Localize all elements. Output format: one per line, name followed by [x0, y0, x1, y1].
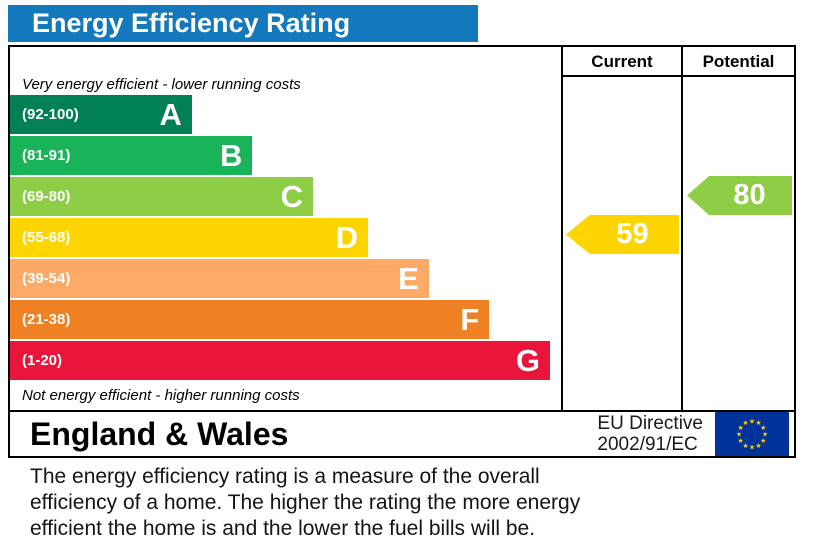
eu-flag-icon: ★ ★ ★ ★ ★ ★ ★ ★ ★ ★ ★ ★	[715, 412, 789, 456]
description-text: The energy efficiency rating is a measur…	[30, 464, 775, 542]
band-bar-b: (81-91) B	[10, 136, 253, 175]
band-letter: C	[280, 179, 304, 214]
band-bar-c: (69-80) C	[10, 177, 314, 216]
band-row-e: (39-54) E	[10, 259, 561, 298]
band-row-a: (92-100) A	[10, 95, 561, 134]
svg-text:★: ★	[736, 431, 742, 439]
rating-bands: (92-100) A (81-91) B (69-80) C	[10, 95, 561, 380]
band-bar-f: (21-38) F	[10, 300, 490, 339]
current-rating-value: 59	[616, 218, 649, 250]
potential-column-header: Potential	[683, 47, 794, 77]
eu-directive-line2: 2002/91/EC	[597, 434, 698, 455]
svg-text:★: ★	[742, 442, 748, 450]
footer: England & Wales EU Directive 2002/91/EC …	[8, 412, 796, 458]
page-title: Energy Efficiency Rating	[8, 5, 478, 42]
band-letter: B	[220, 138, 243, 173]
svg-text:★: ★	[749, 444, 755, 452]
band-range: (1-20)	[22, 352, 63, 369]
description-line: efficiency of a home. The higher the rat…	[30, 491, 581, 514]
band-bar-g: (1-20) G	[10, 341, 550, 380]
band-bar-a: (92-100) A	[10, 95, 192, 134]
svg-text:★: ★	[760, 437, 766, 445]
description-line: efficient the home is and the lower the …	[30, 517, 536, 540]
band-bar-e: (39-54) E	[10, 259, 429, 298]
potential-column: Potential 80	[681, 47, 794, 410]
eu-directive-line1: EU Directive	[597, 413, 703, 434]
region-label: England & Wales	[30, 415, 289, 452]
band-range: (92-100)	[22, 106, 79, 123]
band-row-f: (21-38) F	[10, 300, 561, 339]
svg-text:★: ★	[742, 419, 748, 427]
current-column-header: Current	[563, 47, 681, 77]
band-letter: A	[159, 97, 182, 132]
band-letter: G	[515, 343, 540, 378]
energy-rating-chart: Very energy efficient - lower running co…	[8, 45, 796, 412]
band-row-b: (81-91) B	[10, 136, 561, 175]
svg-text:★: ★	[760, 424, 766, 432]
band-range: (69-80)	[22, 188, 71, 205]
svg-text:★: ★	[762, 431, 768, 439]
band-range: (39-54)	[22, 270, 71, 287]
band-column: Very energy efficient - lower running co…	[10, 47, 561, 410]
svg-text:★: ★	[755, 419, 761, 427]
band-letter: D	[335, 220, 359, 255]
top-note: Very energy efficient - lower running co…	[22, 76, 301, 93]
description-line: The energy efficiency rating is a measur…	[30, 465, 540, 488]
band-bar-d: (55-68) D	[10, 218, 369, 257]
band-row-c: (69-80) C	[10, 177, 561, 216]
potential-rating-arrow: 80	[687, 176, 792, 215]
eu-directive-label: EU Directive 2002/91/EC	[597, 413, 703, 455]
band-range: (55-68)	[22, 229, 71, 246]
band-row-d: (55-68) D	[10, 218, 561, 257]
potential-rating-value: 80	[733, 179, 766, 211]
current-column: Current 59	[561, 47, 681, 410]
svg-text:★: ★	[738, 424, 744, 432]
band-range: (21-38)	[22, 311, 71, 328]
band-row-g: (1-20) G	[10, 341, 561, 380]
svg-text:★: ★	[755, 442, 761, 450]
svg-text:★: ★	[738, 437, 744, 445]
band-letter: E	[398, 261, 419, 296]
band-range: (81-91)	[22, 147, 71, 164]
band-letter: F	[460, 302, 480, 337]
bottom-note: Not energy efficient - higher running co…	[22, 387, 300, 404]
current-rating-arrow: 59	[566, 215, 679, 254]
svg-text:★: ★	[749, 418, 755, 426]
